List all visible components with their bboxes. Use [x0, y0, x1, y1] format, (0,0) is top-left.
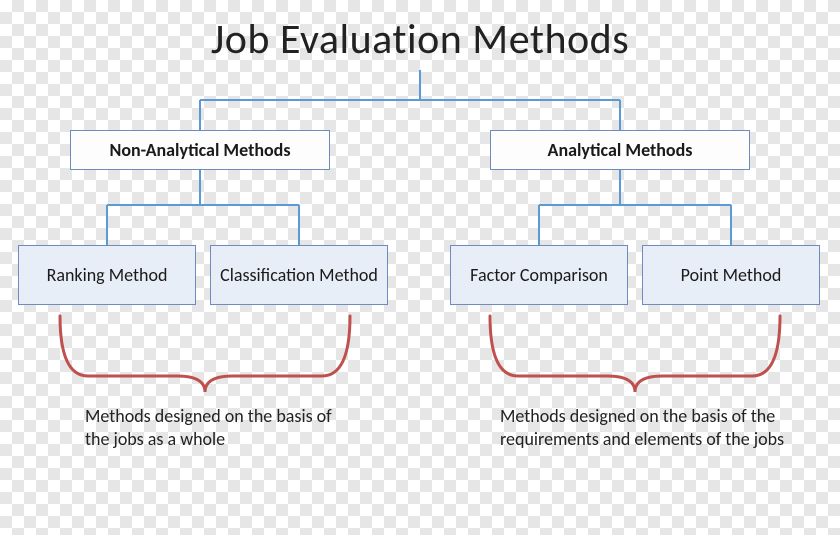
node-non-analytical: Non-Analytical Methods	[70, 130, 330, 170]
node-label: Classification Method	[220, 265, 378, 286]
node-factor-comparison: Factor Comparison	[450, 245, 628, 305]
diagram-title: Job Evaluation Methods	[0, 14, 840, 65]
node-analytical: Analytical Methods	[490, 130, 750, 170]
node-label: Point Method	[681, 265, 782, 286]
node-point-method: Point Method	[642, 245, 820, 305]
node-label: Analytical Methods	[548, 140, 693, 161]
node-label: Ranking Method	[47, 265, 168, 286]
node-label: Factor Comparison	[470, 265, 608, 286]
diagram-stage: Job Evaluation Methods Non-Analytical Me…	[0, 0, 840, 535]
description-right: Methods designed on the basis of the req…	[500, 405, 800, 450]
node-ranking-method: Ranking Method	[18, 245, 196, 305]
node-classification-method: Classification Method	[210, 245, 388, 305]
description-left: Methods designed on the basis of the job…	[85, 405, 345, 450]
node-label: Non-Analytical Methods	[109, 140, 290, 161]
